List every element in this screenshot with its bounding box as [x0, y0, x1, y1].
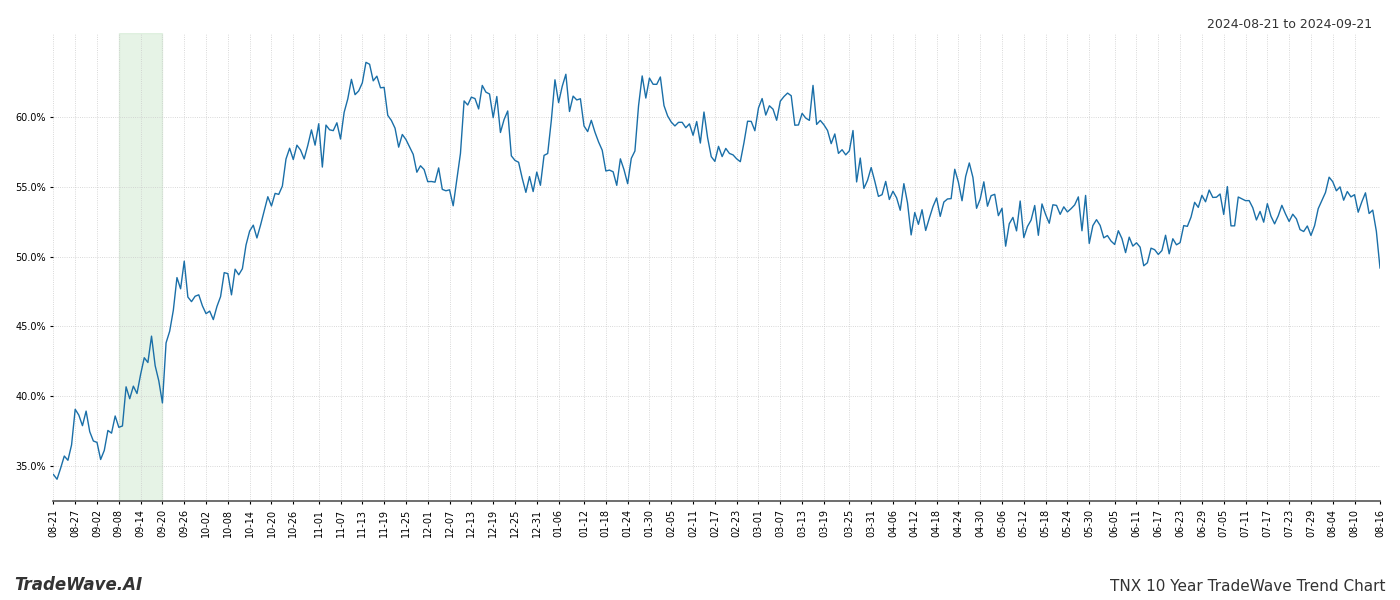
Bar [119, 33, 162, 501]
Text: TradeWave.AI: TradeWave.AI [14, 576, 143, 594]
Text: 2024-08-21 to 2024-09-21: 2024-08-21 to 2024-09-21 [1207, 18, 1372, 31]
Text: TNX 10 Year TradeWave Trend Chart: TNX 10 Year TradeWave Trend Chart [1110, 579, 1386, 594]
